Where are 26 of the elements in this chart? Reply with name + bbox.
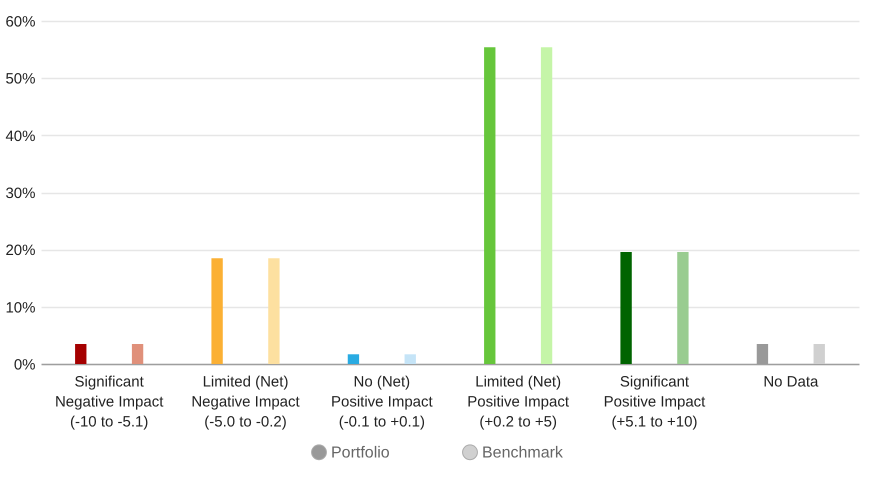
legend-label: Benchmark — [482, 444, 564, 462]
y-tick-label: 10% — [5, 299, 36, 316]
y-tick-label: 60% — [5, 14, 36, 30]
bar — [540, 47, 552, 364]
bar — [75, 344, 86, 364]
y-tick-label: 30% — [5, 185, 36, 202]
bar — [404, 354, 416, 364]
y-tick-label: 50% — [5, 70, 36, 88]
bar — [677, 252, 689, 364]
bar — [132, 344, 144, 364]
y-tick-label: 20% — [5, 242, 36, 260]
bar — [268, 258, 280, 364]
bar — [348, 354, 360, 364]
y-tick-label: 0% — [14, 356, 36, 374]
bar — [620, 252, 632, 364]
bar — [211, 258, 223, 364]
x-tick-label: Significant Positive Impact (+5.1 to +10) — [604, 374, 706, 430]
x-tick-label: No Data — [763, 374, 819, 390]
x-tick-label: Limited (Net) Positive Impact (+0.2 to +5) — [467, 374, 570, 430]
x-tick-label: Significant Negative Impact (-10 to -5.1) — [54, 374, 164, 430]
legend-label: Portfolio — [331, 444, 390, 462]
bar — [484, 47, 496, 364]
y-tick-label: 40% — [5, 128, 36, 145]
bar — [814, 344, 825, 364]
x-tick-label: Limited (Net) Negative Impact (-5.0 to -0.2) — [191, 374, 301, 430]
x-tick-label: No (Net) Positive Impact (-0.1 to +0.1) — [330, 374, 434, 430]
